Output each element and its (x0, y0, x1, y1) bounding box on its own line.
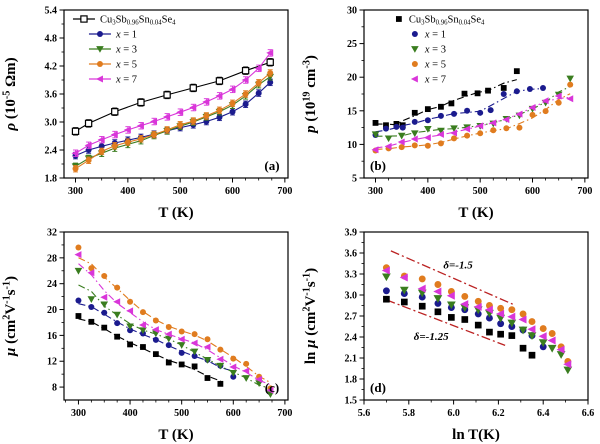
svg-text:400: 400 (123, 408, 138, 419)
svg-text:ln T(K): ln T(K) (452, 427, 500, 443)
svg-text:p (1019 cm-3): p (1019 cm-3) (301, 55, 319, 135)
chart-mobility-vs-temperature: 300 400 500 600 700 8 12 16 20 24 28 32 T (K) μ (cm2V… (1, 228, 292, 444)
svg-text:400: 400 (120, 186, 135, 197)
panel-b: 300 400 500 600 700 5 10 15 20 25 30 T (K) p (1019 c… (300, 0, 600, 222)
svg-text:x = 1: x = 1 (115, 30, 137, 41)
svg-text:30: 30 (347, 6, 357, 17)
svg-text:16: 16 (47, 331, 57, 342)
svg-text:6.6: 6.6 (582, 408, 595, 419)
svg-text:600: 600 (226, 408, 241, 419)
chart-resistivity-vs-temperature: 300 400 500 600 700 1.8 2.4 3.0 3.6 4.2 4.8 5.4 T (K… (1, 6, 292, 222)
panel-c: 300 400 500 600 700 8 12 16 20 24 28 32 T (K) μ (cm2V… (0, 222, 300, 444)
svg-text:δ=-1.25: δ=-1.25 (414, 331, 449, 343)
svg-text:μ (cm2V-1s-1): μ (cm2V-1s-1) (1, 276, 19, 357)
svg-text:600: 600 (525, 186, 540, 197)
svg-text:3.3: 3.3 (345, 270, 358, 281)
svg-text:8: 8 (52, 383, 57, 394)
svg-text:x = 5: x = 5 (115, 60, 137, 71)
svg-text:300: 300 (68, 186, 83, 197)
svg-text:700: 700 (277, 186, 292, 197)
chart-ln-mobility-vs-ln-temperature: 5.6 5.8 6.0 6.2 6.4 6.6 1.5 1.8 2.1 2.4 2.7 3.0 3.3 3… (301, 228, 595, 444)
svg-text:300: 300 (71, 408, 86, 419)
svg-text:(a): (a) (264, 158, 279, 173)
svg-text:6.2: 6.2 (492, 408, 505, 419)
svg-text:2.7: 2.7 (345, 312, 358, 323)
svg-text:20: 20 (347, 73, 357, 84)
svg-text:4.8: 4.8 (45, 34, 58, 45)
svg-text:700: 700 (577, 186, 592, 197)
svg-text:24: 24 (47, 279, 57, 290)
svg-text:ρ (10-5 Ωm): ρ (10-5 Ωm) (1, 57, 19, 131)
svg-text:δ=-1.5: δ=-1.5 (443, 259, 473, 271)
svg-text:25: 25 (347, 39, 357, 50)
svg-text:1.8: 1.8 (345, 375, 358, 386)
svg-text:12: 12 (47, 357, 57, 368)
svg-text:ln μ (cm2V-1s-1): ln μ (cm2V-1s-1) (301, 268, 319, 364)
svg-text:10: 10 (347, 140, 357, 151)
svg-text:x = 3: x = 3 (424, 45, 446, 56)
svg-text:500: 500 (174, 408, 189, 419)
svg-text:x = 7: x = 7 (424, 75, 446, 86)
svg-text:20: 20 (47, 305, 57, 316)
svg-text:(c): (c) (265, 380, 279, 395)
svg-text:x = 7: x = 7 (115, 75, 137, 86)
svg-text:3.0: 3.0 (345, 291, 358, 302)
svg-text:(b): (b) (370, 158, 386, 173)
svg-text:15: 15 (347, 106, 357, 117)
svg-text:5.6: 5.6 (358, 408, 371, 419)
svg-text:2.1: 2.1 (345, 354, 358, 365)
panel-d: 5.6 5.8 6.0 6.2 6.4 6.6 1.5 1.8 2.1 2.4 2.7 3.0 3.3 3… (300, 222, 600, 444)
svg-text:x = 5: x = 5 (424, 60, 446, 71)
svg-text:3.0: 3.0 (45, 118, 58, 129)
svg-text:5.8: 5.8 (403, 408, 416, 419)
svg-text:3.6: 3.6 (45, 90, 58, 101)
svg-text:5.4: 5.4 (45, 6, 58, 17)
svg-text:1.8: 1.8 (45, 174, 58, 185)
svg-text:4.2: 4.2 (45, 62, 58, 73)
svg-text:500: 500 (173, 186, 188, 197)
svg-text:Cu3Sb0.96Sn0.04Se4: Cu3Sb0.96Sn0.04Se4 (100, 15, 176, 27)
svg-text:500: 500 (473, 186, 488, 197)
chart-carrier-concentration-vs-temperature: 300 400 500 600 700 5 10 15 20 25 30 T (K) p (1019 c… (301, 6, 592, 222)
svg-text:600: 600 (225, 186, 240, 197)
svg-text:300: 300 (368, 186, 383, 197)
svg-text:32: 32 (47, 228, 57, 239)
svg-text:1.5: 1.5 (345, 396, 358, 407)
svg-text:(d): (d) (370, 380, 386, 395)
panel-a: 300 400 500 600 700 1.8 2.4 3.0 3.6 4.2 4.8 5.4 T (K… (0, 0, 300, 222)
svg-text:T (K): T (K) (158, 205, 193, 221)
svg-text:3.9: 3.9 (345, 228, 358, 239)
svg-text:6.4: 6.4 (537, 408, 550, 419)
svg-text:28: 28 (47, 253, 57, 264)
svg-text:2.4: 2.4 (345, 333, 358, 344)
svg-text:T (K): T (K) (158, 427, 193, 443)
svg-text:6.0: 6.0 (447, 408, 460, 419)
svg-text:400: 400 (420, 186, 435, 197)
svg-text:3.6: 3.6 (345, 249, 358, 260)
svg-text:5: 5 (352, 174, 357, 185)
svg-text:T (K): T (K) (458, 205, 493, 221)
svg-text:700: 700 (277, 408, 292, 419)
svg-text:x = 1: x = 1 (424, 30, 446, 41)
svg-text:2.4: 2.4 (45, 146, 58, 157)
svg-text:Cu3Sb0.96Sn0.04Se4: Cu3Sb0.96Sn0.04Se4 (409, 15, 485, 27)
svg-text:x = 3: x = 3 (115, 45, 137, 56)
